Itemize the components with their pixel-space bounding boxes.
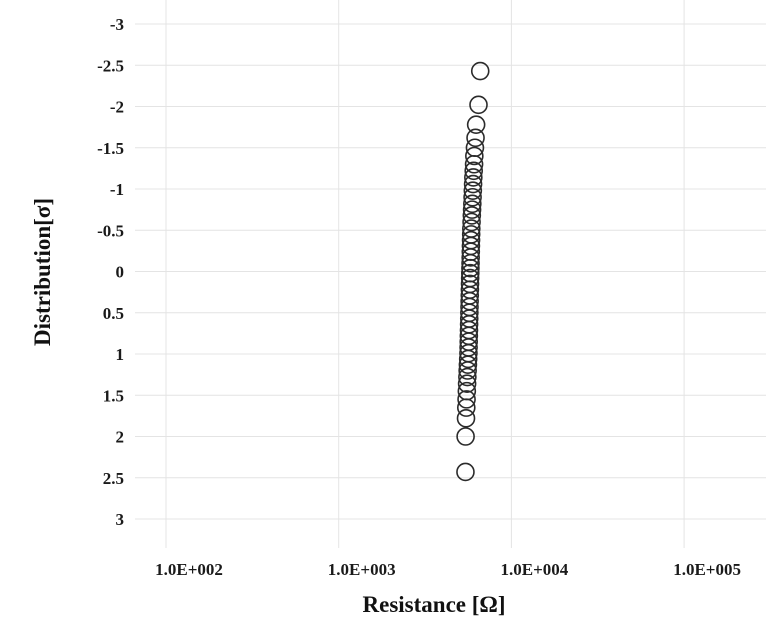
y-tick-label: -3 — [110, 15, 124, 34]
y-tick-label: -2 — [110, 98, 124, 117]
y-tick-label: -1 — [110, 180, 124, 199]
grid-lines — [135, 0, 766, 548]
y-tick-label: 0 — [116, 263, 125, 282]
data-point — [463, 194, 482, 214]
data-point — [466, 128, 485, 148]
data-point — [461, 258, 480, 278]
data-point — [466, 115, 486, 134]
data-point — [462, 200, 482, 219]
data-point — [458, 361, 477, 380]
data-point — [463, 181, 483, 200]
y-tick-label: -2.5 — [97, 56, 124, 75]
data-point — [461, 248, 480, 267]
data-points — [456, 61, 490, 482]
data-point — [469, 95, 488, 115]
x-tick-label: 1.0E+004 — [501, 560, 569, 579]
data-point — [463, 187, 482, 207]
data-point — [456, 398, 476, 417]
y-tick-label: 2 — [116, 428, 125, 447]
y-tick-label: -0.5 — [97, 221, 124, 240]
x-tick-label: 1.0E+002 — [155, 560, 223, 579]
x-axis-title: Resistance [Ω] — [363, 592, 506, 617]
data-point — [457, 390, 476, 409]
data-point — [464, 168, 483, 187]
y-axis-title: Distribution[σ] — [30, 198, 55, 346]
data-point — [461, 253, 480, 273]
y-tick-label: 1 — [116, 345, 125, 364]
y-tick-label: 0.5 — [103, 304, 124, 323]
data-point — [470, 61, 490, 81]
data-point — [458, 367, 477, 387]
data-point — [464, 154, 484, 174]
data-point — [457, 374, 477, 394]
y-tick-label: 1.5 — [103, 386, 124, 405]
data-point — [456, 462, 475, 482]
x-tick-label: 1.0E+003 — [328, 560, 396, 579]
x-axis-tick-labels: 1.0E+002 1.0E+003 1.0E+004 1.0E+005 — [155, 560, 741, 579]
data-point — [465, 146, 484, 166]
data-point — [464, 161, 484, 181]
data-point — [456, 409, 476, 428]
x-tick-label: 1.0E+005 — [673, 560, 741, 579]
y-axis-tick-labels: -3 -2.5 -2 -1.5 -1 -0.5 0 0.5 1 1.5 2 2.5 3 — [97, 15, 124, 529]
data-point — [456, 427, 475, 446]
y-tick-label: 2.5 — [103, 469, 124, 488]
data-point — [462, 206, 482, 225]
data-point — [458, 349, 478, 369]
y-tick-label: 3 — [116, 510, 125, 529]
data-point — [458, 355, 478, 375]
data-point — [463, 174, 483, 194]
y-tick-label: -1.5 — [97, 139, 124, 158]
data-point — [462, 212, 481, 232]
